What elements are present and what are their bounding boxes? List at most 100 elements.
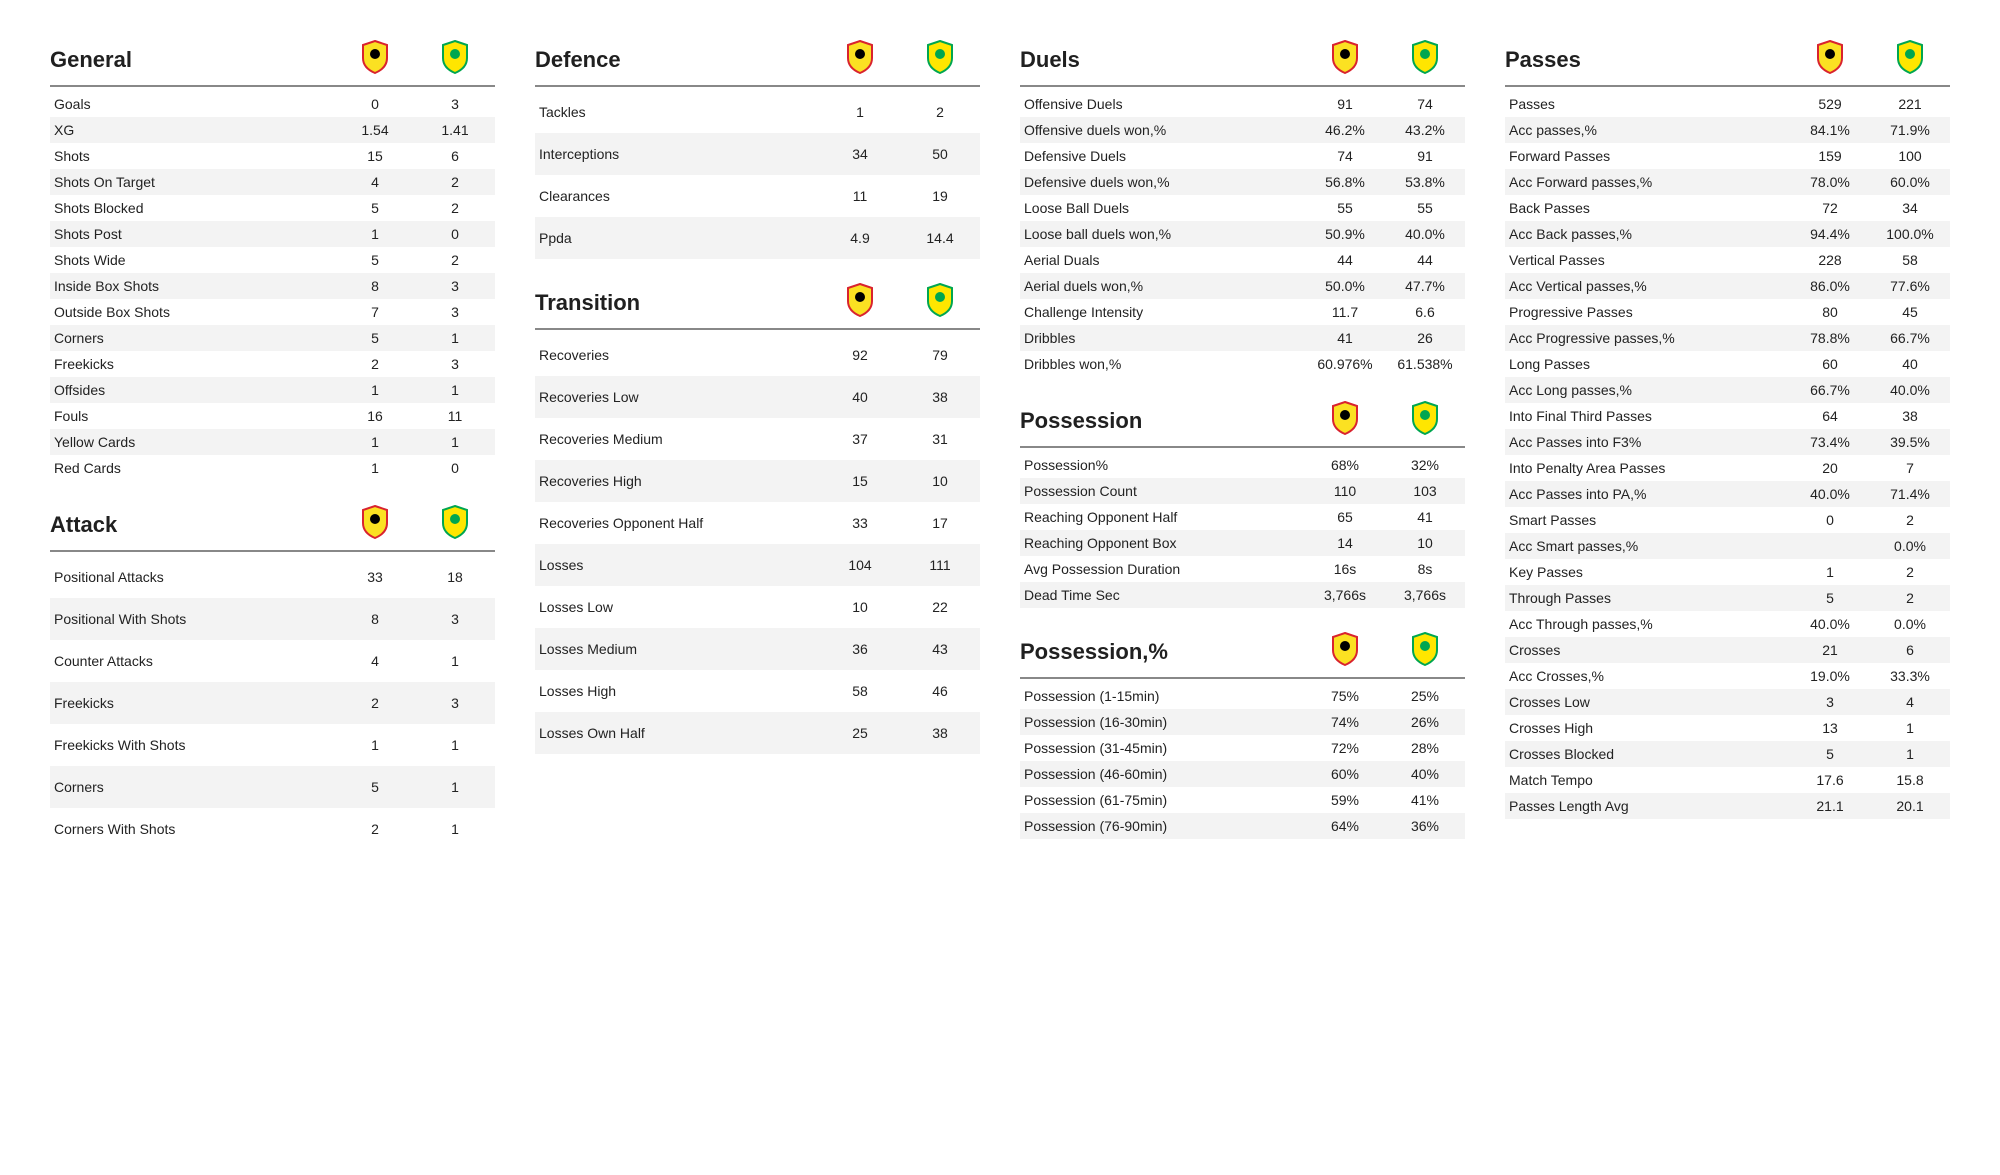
home-value: 1 <box>335 434 415 450</box>
stat-label: Possession (61-75min) <box>1020 792 1305 808</box>
away-value: 2 <box>415 200 495 216</box>
home-value: 60% <box>1305 766 1385 782</box>
stat-label: Crosses High <box>1505 720 1790 736</box>
home-value: 66.7% <box>1790 382 1870 398</box>
away-crest-icon <box>415 505 495 544</box>
stat-row: Corners51 <box>50 325 495 351</box>
home-value: 60 <box>1790 356 1870 372</box>
home-value: 1 <box>335 737 415 753</box>
away-value: 3 <box>415 356 495 372</box>
away-value: 1 <box>415 779 495 795</box>
stat-label: Possession (31-45min) <box>1020 740 1305 756</box>
home-value: 40 <box>820 389 900 405</box>
home-value: 1 <box>1790 564 1870 580</box>
home-value: 44 <box>1305 252 1385 268</box>
stat-label: Passes <box>1505 96 1790 112</box>
stat-row: Aerial duels won,%50.0%47.7% <box>1020 273 1465 299</box>
home-value: 5 <box>335 200 415 216</box>
stat-row: Passes529221 <box>1505 91 1950 117</box>
home-value: 2 <box>335 695 415 711</box>
stat-row: Corners51 <box>50 766 495 808</box>
stat-label: Red Cards <box>50 460 335 476</box>
away-value: 7 <box>1870 460 1950 476</box>
home-value: 8 <box>335 611 415 627</box>
away-value: 40% <box>1385 766 1465 782</box>
away-value: 1 <box>415 821 495 837</box>
stat-label: Into Final Third Passes <box>1505 408 1790 424</box>
away-value: 6 <box>1870 642 1950 658</box>
away-value: 34 <box>1870 200 1950 216</box>
home-value: 65 <box>1305 509 1385 525</box>
away-value: 22 <box>900 599 980 615</box>
away-value: 47.7% <box>1385 278 1465 294</box>
away-crest-icon <box>900 40 980 79</box>
stat-label: Recoveries <box>535 347 820 363</box>
away-value: 111 <box>900 557 980 573</box>
away-value: 3 <box>415 96 495 112</box>
stat-label: Vertical Passes <box>1505 252 1790 268</box>
home-value: 16s <box>1305 561 1385 577</box>
stat-row: Losses Medium3643 <box>535 628 980 670</box>
stat-row: Goals03 <box>50 91 495 117</box>
home-value: 4 <box>335 653 415 669</box>
stat-row: Freekicks With Shots11 <box>50 724 495 766</box>
stats-column: Defence Tackles12Interceptions3450Cleara… <box>535 40 980 778</box>
away-value: 25% <box>1385 688 1465 704</box>
stat-row: XG1.541.41 <box>50 117 495 143</box>
away-value: 40 <box>1870 356 1950 372</box>
stat-label: Avg Possession Duration <box>1020 561 1305 577</box>
stat-label: Possession (16-30min) <box>1020 714 1305 730</box>
stat-label: Acc Back passes,% <box>1505 226 1790 242</box>
stat-label: Crosses Low <box>1505 694 1790 710</box>
stat-label: Into Penalty Area Passes <box>1505 460 1790 476</box>
stat-label: Positional With Shots <box>50 611 335 627</box>
home-value: 5 <box>335 330 415 346</box>
away-value: 100 <box>1870 148 1950 164</box>
home-value: 15 <box>335 148 415 164</box>
stat-row: Acc Forward passes,%78.0%60.0% <box>1505 169 1950 195</box>
away-value: 8s <box>1385 561 1465 577</box>
home-value: 110 <box>1305 483 1385 499</box>
stat-label: Losses High <box>535 683 820 699</box>
stat-row: Long Passes6040 <box>1505 351 1950 377</box>
away-value: 3 <box>415 695 495 711</box>
away-crest-icon <box>900 283 980 322</box>
stat-label: XG <box>50 122 335 138</box>
stat-label: Shots Post <box>50 226 335 242</box>
stat-label: Offensive duels won,% <box>1020 122 1305 138</box>
stats-section: Defence Tackles12Interceptions3450Cleara… <box>535 40 980 259</box>
home-value: 529 <box>1790 96 1870 112</box>
home-value: 75% <box>1305 688 1385 704</box>
stat-row: Acc Passes into F3%73.4%39.5% <box>1505 429 1950 455</box>
away-value: 2 <box>900 104 980 120</box>
home-value: 11 <box>820 188 900 204</box>
stat-row: Possession (61-75min)59%41% <box>1020 787 1465 813</box>
stat-row: Recoveries Low4038 <box>535 376 980 418</box>
away-value: 17 <box>900 515 980 531</box>
stat-label: Reaching Opponent Half <box>1020 509 1305 525</box>
away-value: 28% <box>1385 740 1465 756</box>
stat-row: Offensive duels won,%46.2%43.2% <box>1020 117 1465 143</box>
stat-row: Crosses Low34 <box>1505 689 1950 715</box>
section-header: Passes <box>1505 40 1950 87</box>
home-crest-icon <box>820 283 900 322</box>
home-crest-icon <box>1305 40 1385 79</box>
stat-label: Acc Smart passes,% <box>1505 538 1790 554</box>
stat-label: Dribbles <box>1020 330 1305 346</box>
home-value: 94.4% <box>1790 226 1870 242</box>
section-header: Transition <box>535 283 980 330</box>
stat-row: Losses High5846 <box>535 670 980 712</box>
stat-label: Freekicks <box>50 356 335 372</box>
away-value: 77.6% <box>1870 278 1950 294</box>
stat-row: Positional Attacks3318 <box>50 556 495 598</box>
stat-label: Recoveries Medium <box>535 431 820 447</box>
away-value: 4 <box>1870 694 1950 710</box>
away-value: 3 <box>415 611 495 627</box>
away-value: 1 <box>415 382 495 398</box>
stat-row: Losses Low1022 <box>535 586 980 628</box>
stats-column: Duels Offensive Duels9174Offensive duels… <box>1020 40 1465 863</box>
stat-row: Possession (76-90min)64%36% <box>1020 813 1465 839</box>
home-crest-icon <box>335 505 415 544</box>
away-value: 39.5% <box>1870 434 1950 450</box>
stat-row: Smart Passes02 <box>1505 507 1950 533</box>
